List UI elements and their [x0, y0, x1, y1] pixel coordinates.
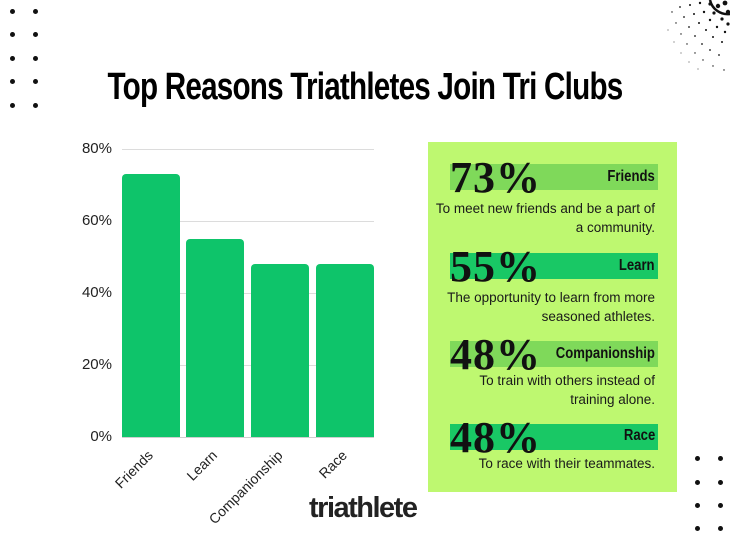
stat-percent: 55% — [450, 242, 541, 291]
stat-description: To train with others instead of training… — [479, 373, 655, 407]
stat-category: Companionship — [555, 345, 655, 362]
y-tick-label: 0% — [90, 428, 112, 445]
stat-percent: 48% — [450, 330, 541, 379]
triathlete-logo: triathlete — [309, 492, 418, 524]
y-tick-label: 80% — [81, 140, 112, 157]
page-title: Top Reasons Triathletes Join Tri Clubs — [107, 66, 624, 108]
bar-learn — [186, 239, 244, 437]
bar-chart: 80% 60% 40% 20% 0% Friends Learn Compani… — [81, 140, 374, 527]
gridline — [122, 365, 374, 366]
y-tick-label: 40% — [81, 284, 112, 301]
stat-category: Learn — [619, 257, 655, 274]
x-axis-line — [122, 437, 374, 438]
stat-description: To race with their teammates. — [478, 456, 655, 471]
stat-description: The opportunity to learn from more seaso… — [447, 290, 655, 324]
bar-friends — [122, 174, 180, 437]
stat-category: Friends — [607, 168, 655, 185]
stat-percent: 73% — [450, 153, 541, 202]
stat-percent: 48% — [450, 413, 541, 462]
x-tick-label: Learn — [183, 447, 221, 484]
stats-panel: 73% Friends To meet new friends and be a… — [428, 142, 677, 492]
gridline — [122, 149, 374, 150]
stat-stripe — [450, 341, 658, 367]
x-tick-label: Race — [315, 447, 351, 482]
stat-category: Race — [623, 427, 655, 444]
bar-race — [316, 264, 374, 437]
stat-stripe — [450, 253, 658, 279]
decorative-halftone-icon — [667, 0, 730, 71]
gridline — [122, 293, 374, 294]
x-tick-label: Friends — [111, 447, 157, 492]
stat-stripe — [450, 424, 658, 450]
y-tick-label: 60% — [81, 212, 112, 229]
gridline — [122, 221, 374, 222]
stat-stripe — [450, 164, 658, 190]
stat-description: To meet new friends and be a part of a c… — [435, 201, 655, 235]
bar-companionship — [251, 264, 309, 437]
y-tick-label: 20% — [81, 356, 112, 373]
